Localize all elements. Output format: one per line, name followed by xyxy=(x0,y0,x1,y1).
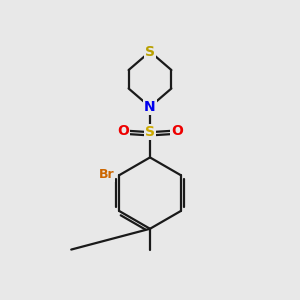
Text: S: S xyxy=(145,125,155,139)
Text: S: S xyxy=(145,45,155,58)
Text: O: O xyxy=(117,124,129,138)
Text: N: N xyxy=(144,100,156,114)
Text: Br: Br xyxy=(99,168,114,181)
Text: O: O xyxy=(171,124,183,138)
